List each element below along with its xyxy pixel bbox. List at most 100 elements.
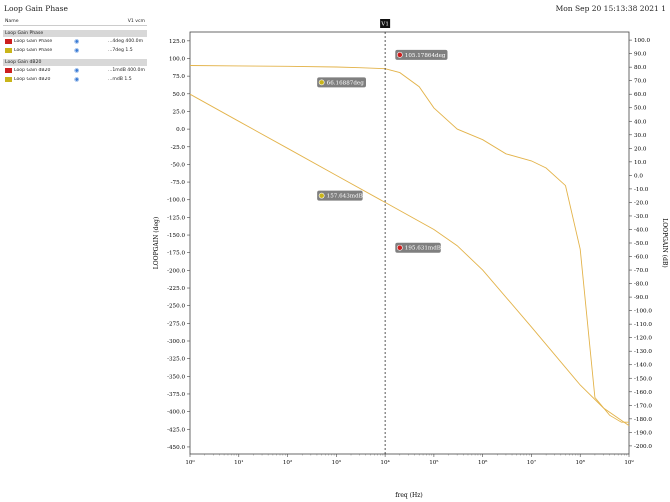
y-left-tick-label: -350.0 bbox=[167, 374, 185, 380]
y-left-tick-label: -325.0 bbox=[167, 357, 185, 363]
eye-icon[interactable]: ◉ bbox=[74, 67, 80, 74]
y-right-tick-label: 20.0 bbox=[634, 146, 647, 152]
y-left-tick-label: -100.0 bbox=[167, 198, 185, 204]
window-title: Loop Gain Phase bbox=[4, 4, 68, 13]
y-axis-left-label: LOOPGAIN (deg) bbox=[153, 217, 160, 269]
legend-row[interactable]: Loop Gain dB20 ◉ ...1mdB 400.0m bbox=[3, 66, 147, 75]
y-left-tick-label: -175.0 bbox=[167, 251, 185, 257]
y-right-tick-label: -140.0 bbox=[634, 363, 652, 369]
color-swatch bbox=[5, 48, 12, 53]
eye-icon[interactable]: ◉ bbox=[74, 38, 80, 45]
x-tick-label: 10¹ bbox=[234, 459, 243, 466]
y-left-tick-label: 0.0 bbox=[176, 127, 185, 133]
trace-label: Loop Gain dB20 bbox=[14, 77, 51, 82]
y-right-tick-label: 100.0 bbox=[634, 38, 650, 44]
color-swatch bbox=[5, 68, 12, 73]
y-left-tick-label: -125.0 bbox=[167, 215, 185, 221]
legend-col-name: Name bbox=[5, 19, 19, 24]
y-right-tick-label: -10.0 bbox=[634, 187, 649, 193]
y-right-tick-label: -90.0 bbox=[634, 295, 649, 301]
trace-label: Loop Gain Phase bbox=[14, 48, 53, 53]
y-left-tick-label: -275.0 bbox=[167, 321, 185, 327]
cursor-label: V1 bbox=[380, 22, 389, 28]
y-left-tick-label: 25.0 bbox=[173, 109, 186, 115]
y-left-tick-label: -225.0 bbox=[167, 286, 185, 292]
y-left-tick-label: -25.0 bbox=[171, 145, 186, 151]
color-swatch bbox=[5, 77, 12, 82]
y-right-tick-label: 0.0 bbox=[634, 173, 643, 179]
marker-label: 66.16887deg bbox=[327, 80, 365, 86]
x-tick-label: 10⁵ bbox=[429, 459, 439, 466]
x-tick-label: 10⁷ bbox=[527, 459, 537, 466]
y-right-tick-label: -110.0 bbox=[634, 322, 652, 328]
marker-label: 157.643mdB bbox=[327, 194, 363, 200]
y-left-tick-label: 125.0 bbox=[169, 39, 185, 45]
marker-dot[interactable] bbox=[396, 51, 403, 58]
y-left-tick-label: 50.0 bbox=[173, 92, 186, 98]
y-right-tick-label: 40.0 bbox=[634, 119, 647, 125]
y-right-tick-label: -160.0 bbox=[634, 390, 652, 396]
y-right-tick-label: 70.0 bbox=[634, 79, 647, 85]
legend-row[interactable]: Loop Gain dB20 ◉ ...mdB 1.5 bbox=[3, 75, 147, 84]
y-right-tick-label: -50.0 bbox=[634, 241, 649, 247]
legend-group-phase[interactable]: Loop Gain Phase bbox=[3, 30, 147, 37]
y-left-tick-label: -150.0 bbox=[167, 233, 185, 239]
legend-row[interactable]: Loop Gain Phase ◉ ...4deg 400.0m bbox=[3, 37, 147, 46]
color-swatch bbox=[5, 39, 12, 44]
trace-value: ...4deg 400.0m bbox=[108, 39, 144, 44]
x-tick-label: 10⁰ bbox=[185, 459, 195, 466]
trace-label: Loop Gain Phase bbox=[14, 39, 53, 44]
marker-box[interactable] bbox=[317, 77, 366, 88]
y-right-tick-label: -150.0 bbox=[634, 376, 652, 382]
y-right-tick-label: -40.0 bbox=[634, 227, 649, 233]
y-left-tick-label: -300.0 bbox=[167, 339, 185, 345]
y-axis-right-label: LOOPGAIN (dB) bbox=[661, 218, 668, 267]
legend-group-db20[interactable]: Loop Gain dB20 bbox=[3, 59, 147, 66]
y-left-tick-label: -50.0 bbox=[171, 162, 186, 168]
legend-header: Name V1 vcm bbox=[3, 18, 147, 26]
x-tick-label: 10⁹ bbox=[624, 459, 634, 466]
y-left-tick-label: -425.0 bbox=[167, 427, 185, 433]
legend-col-values: V1 vcm bbox=[127, 19, 145, 24]
y-right-tick-label: -190.0 bbox=[634, 430, 652, 436]
legend-row[interactable]: Loop Gain Phase ◉ ...7deg 1.5 bbox=[3, 46, 147, 55]
phase-curve[interactable] bbox=[189, 65, 629, 423]
y-left-tick-label: -450.0 bbox=[167, 445, 185, 451]
y-right-tick-label: -20.0 bbox=[634, 200, 649, 206]
y-right-tick-label: 50.0 bbox=[634, 106, 647, 112]
timestamp: Mon Sep 20 15:13:38 2021 1 bbox=[555, 4, 666, 13]
trace-value: ...7deg 1.5 bbox=[108, 48, 133, 53]
y-right-tick-label: 80.0 bbox=[634, 65, 647, 71]
marker-label: 195.631mdB bbox=[405, 246, 441, 252]
marker-dot[interactable] bbox=[318, 192, 325, 199]
marker-dot[interactable] bbox=[318, 79, 325, 86]
y-right-tick-label: -180.0 bbox=[634, 417, 652, 423]
y-right-tick-label: -70.0 bbox=[634, 268, 649, 274]
y-left-tick-label: -250.0 bbox=[167, 304, 185, 310]
y-right-tick-label: 30.0 bbox=[634, 133, 647, 139]
y-left-tick-label: -200.0 bbox=[167, 268, 185, 274]
eye-icon[interactable]: ◉ bbox=[74, 76, 80, 83]
marker-box[interactable] bbox=[395, 242, 441, 253]
x-axis-label: freq (Hz) bbox=[395, 492, 422, 499]
cursor-flag[interactable] bbox=[380, 19, 391, 28]
y-right-tick-label: -100.0 bbox=[634, 309, 652, 315]
x-tick-label: 10⁸ bbox=[576, 459, 586, 466]
marker-dot[interactable] bbox=[396, 244, 403, 251]
y-left-tick-label: -375.0 bbox=[167, 392, 185, 398]
gain-curve[interactable] bbox=[189, 93, 630, 426]
y-left-tick-label: -400.0 bbox=[167, 410, 185, 416]
y-right-tick-label: 90.0 bbox=[634, 52, 647, 58]
marker-box[interactable] bbox=[395, 49, 448, 60]
y-right-tick-label: -80.0 bbox=[634, 282, 649, 288]
y-right-tick-label: -200.0 bbox=[634, 444, 652, 450]
y-right-tick-label: 10.0 bbox=[634, 160, 647, 166]
marker-box[interactable] bbox=[317, 190, 363, 201]
x-tick-label: 10³ bbox=[332, 459, 341, 466]
y-left-tick-label: -75.0 bbox=[171, 180, 186, 186]
y-left-tick-label: 75.0 bbox=[173, 74, 186, 80]
eye-icon[interactable]: ◉ bbox=[74, 47, 80, 54]
x-tick-label: 10² bbox=[283, 459, 292, 466]
x-tick-label: 10⁶ bbox=[478, 459, 488, 466]
